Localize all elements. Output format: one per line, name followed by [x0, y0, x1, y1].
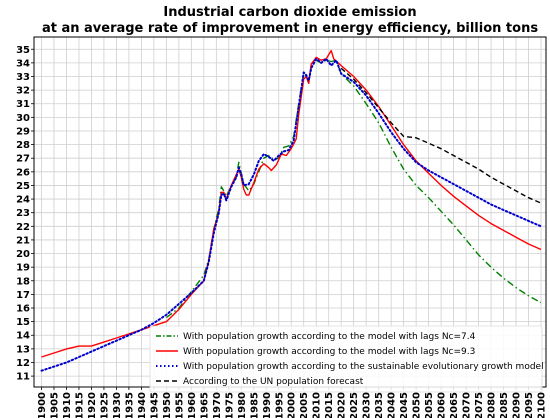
- chart-title-line-2: at an average rate of improvement in ene…: [42, 21, 538, 36]
- y-tick-label: 21: [16, 235, 30, 246]
- legend-label-1: With population growth according to the …: [183, 332, 476, 342]
- x-tick-label: 2050: [412, 392, 423, 418]
- y-tick-label: 27: [16, 154, 30, 165]
- x-tick-label: 2075: [474, 392, 485, 418]
- x-tick-label: 1985: [249, 392, 260, 418]
- x-tick-label: 1935: [124, 392, 135, 418]
- legend-label-4: According to the UN population forecast: [183, 377, 364, 387]
- series-line-4: [340, 67, 542, 204]
- x-tick-label: 1925: [99, 392, 110, 418]
- y-tick-label: 11: [16, 372, 30, 383]
- y-tick-label: 34: [16, 58, 30, 69]
- x-tick-label: 1990: [262, 392, 273, 418]
- series-line-2: [41, 49, 542, 358]
- y-tick-label: 26: [16, 167, 30, 178]
- y-tick-label: 28: [16, 140, 30, 151]
- x-tick-label: 2070: [462, 392, 473, 418]
- y-tick-label: 18: [16, 276, 30, 287]
- x-tick-label: 2100: [537, 392, 548, 418]
- y-tick-label: 22: [16, 222, 30, 233]
- x-tick-label: 2040: [387, 392, 398, 418]
- y-tick-label: 24: [16, 195, 30, 206]
- axes: 1900 1905 1910 1915 1920 1925 1930 1935 1940 1945…: [16, 36, 548, 418]
- x-tick-label: 1915: [74, 392, 85, 418]
- x-tick-label: 1920: [87, 392, 98, 418]
- x-tick-label: 1960: [187, 392, 198, 418]
- x-tick-label: 1930: [112, 392, 123, 418]
- x-tick-label: 1970: [212, 392, 223, 418]
- y-tick-label: 13: [16, 344, 30, 355]
- x-tick-label: 2030: [362, 392, 373, 418]
- x-tick-label: 2090: [512, 392, 523, 418]
- y-tick-label: 17: [16, 290, 30, 301]
- x-tick-label: 1945: [149, 392, 160, 418]
- x-tick-label: 1995: [274, 392, 285, 418]
- x-tick-label: 2015: [324, 392, 335, 418]
- y-tick-label: 15: [16, 317, 30, 328]
- x-tick-label: 2000: [287, 392, 298, 418]
- x-tick-label: 2020: [337, 392, 348, 418]
- series-layer: [40, 49, 542, 372]
- x-tick-label: 2080: [487, 392, 498, 418]
- x-tick-label: 1965: [199, 392, 210, 418]
- y-tick-label: 20: [16, 249, 30, 260]
- x-tick-label: 2010: [312, 392, 323, 418]
- x-tick-label: 1980: [237, 392, 248, 418]
- x-tick-label: 2095: [524, 392, 535, 418]
- x-tick-label: 1910: [62, 392, 73, 418]
- x-tick-label: 1905: [49, 392, 60, 418]
- y-tick-label: 33: [16, 72, 30, 83]
- x-tick-label: 2035: [374, 392, 385, 418]
- x-tick-label: 2045: [399, 392, 410, 418]
- legend-label-3: With population growth according to the …: [183, 362, 544, 372]
- x-tick-label: 1975: [224, 392, 235, 418]
- y-tick-label: 12: [16, 358, 30, 369]
- y-tick-label: 23: [16, 208, 30, 219]
- x-tick-label: 1950: [162, 392, 173, 418]
- x-tick-label: 1955: [174, 392, 185, 418]
- x-tick-label: 2025: [349, 392, 360, 418]
- y-tick-label: 19: [16, 263, 30, 274]
- legend: With population growth according to the …: [149, 325, 544, 393]
- legend-label-2: With population growth according to the …: [183, 347, 475, 357]
- x-tick-label: 1940: [137, 392, 148, 418]
- x-tick-label: 2085: [499, 392, 510, 418]
- y-tick-label: 25: [16, 181, 30, 192]
- x-tick-label: 2005: [299, 392, 310, 418]
- series-line-3: [40, 57, 542, 372]
- x-tick-label: 2065: [449, 392, 460, 418]
- legend-box: [149, 325, 543, 393]
- x-tick-label: 2060: [437, 392, 448, 418]
- y-tick-label: 35: [16, 45, 30, 56]
- chart-title-line-1: Industrial carbon dioxide emission: [163, 5, 416, 20]
- y-tick-label: 31: [16, 99, 30, 110]
- series-line-1: [165, 59, 542, 319]
- x-tick-label: 2055: [424, 392, 435, 418]
- y-tick-label: 16: [16, 304, 30, 315]
- y-tick-label: 32: [16, 86, 30, 97]
- y-tick-label: 29: [16, 126, 30, 137]
- y-tick-label: 14: [16, 331, 30, 342]
- x-tick-label: 1900: [37, 392, 48, 418]
- y-tick-label: 30: [16, 113, 30, 124]
